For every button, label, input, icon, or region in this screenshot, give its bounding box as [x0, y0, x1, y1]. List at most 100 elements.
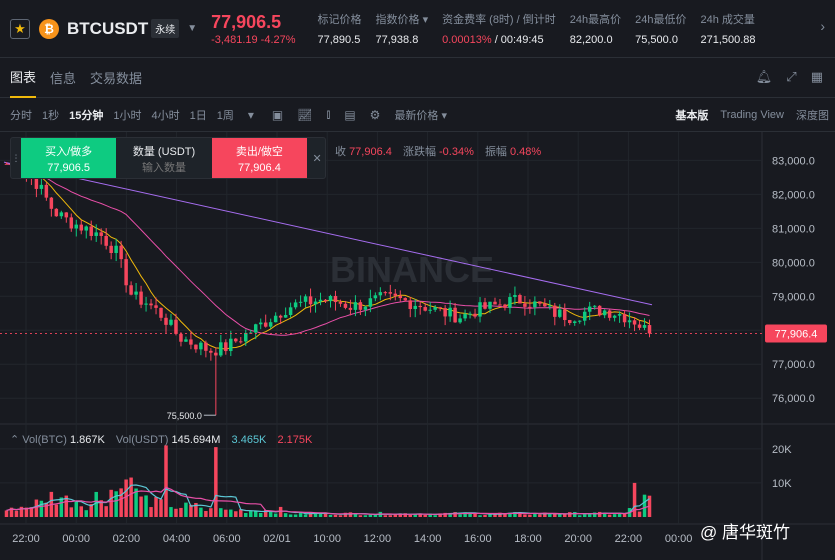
candle-body [607, 310, 612, 318]
symbol-dropdown-chevron-icon[interactable]: ▼ [187, 23, 198, 34]
volume-bar [288, 514, 293, 517]
candle-body [597, 305, 602, 316]
candle-body [428, 309, 432, 311]
volume-bar [248, 510, 253, 517]
time-axis: 22:00 00:00 02:00 04:00 06:00 02/01 10:00 12:00… [12, 533, 692, 545]
price-tick-label: 79,000.0 [772, 291, 815, 303]
candle-body [234, 338, 238, 342]
expand-icon[interactable]: ⤢ [786, 69, 797, 84]
volume-bar [568, 512, 572, 517]
calendar-icon[interactable]: ▣ [271, 107, 284, 122]
volume-bar [278, 506, 283, 517]
chevron-right-icon[interactable]: › [820, 18, 825, 34]
time-tick-label: 20:00 [564, 533, 592, 545]
candle-body [323, 299, 328, 302]
volume-bar [14, 510, 19, 517]
candle-body [413, 305, 417, 310]
quantity-input[interactable] [124, 161, 205, 174]
candle-body [258, 322, 263, 325]
timeframe-1d[interactable]: 1日 [189, 109, 207, 122]
time-tick-label: 02:00 [113, 533, 141, 545]
price-type-select[interactable]: 最新价格 ▾ [394, 109, 448, 122]
buy-long-button[interactable]: 买入/做多 77,906.5 [20, 138, 117, 178]
favorite-star-icon[interactable]: ★ [10, 18, 30, 39]
candle-type-icon[interactable]: ⫾ [326, 107, 331, 121]
volume-bar [204, 510, 208, 517]
candle-body [79, 224, 84, 231]
volume-bar [224, 509, 228, 517]
volume-bar [488, 514, 492, 517]
chart-grid [0, 132, 835, 560]
volume-tick-label: 10K [772, 478, 792, 490]
volume-bar [258, 512, 263, 517]
candle-body [343, 303, 348, 308]
collapse-chevron-icon[interactable]: ⌃ [10, 434, 20, 446]
sell-short-button[interactable]: 卖出/做空 77,906.4 [211, 138, 308, 178]
tab-chart[interactable]: 图表 [10, 57, 37, 98]
view-basic[interactable]: 基本版 [675, 110, 709, 122]
timeframe-1h[interactable]: 1小时 [113, 109, 142, 122]
quantity-box: 数量 (USDT) [116, 138, 211, 178]
candle-body [368, 298, 373, 307]
volume-bar [308, 512, 313, 517]
volume-bar [4, 510, 9, 517]
candle-body [174, 319, 178, 334]
tab-info[interactable]: 信息 [50, 71, 77, 86]
indicator-icon[interactable]: 📈︎ [297, 107, 313, 122]
volume-bar [523, 514, 527, 517]
volume-bar [318, 513, 323, 517]
volume-bar [124, 479, 128, 517]
candle-body [154, 305, 158, 308]
view-tradingview[interactable]: Trading View [720, 109, 784, 121]
time-tick-label: 02/01 [263, 533, 291, 545]
stat-index-price[interactable]: 指数价格 ▾ 77,938.8 [376, 11, 429, 46]
amplitude-value: 0.48% [510, 146, 542, 158]
volume-bars [4, 445, 652, 517]
stat-label: 24h最高价 [569, 14, 622, 26]
volume-legend: ⌃ Vol(BTC) 1.867K Vol(USDT) 145.694M 3.4… [10, 433, 312, 446]
timeframe-1w[interactable]: 1周 [216, 109, 234, 122]
candle-body [543, 303, 547, 307]
candle-body [114, 245, 118, 254]
candle-body [268, 322, 273, 327]
drag-handle-icon[interactable]: ⋮ [11, 152, 21, 163]
candle-body [398, 295, 403, 299]
candle-body [518, 295, 522, 304]
sell-label: 卖出/做空 [235, 145, 283, 158]
time-tick-label: 18:00 [514, 533, 542, 545]
timeframe-line[interactable]: 分时 [10, 109, 32, 122]
view-depth[interactable]: 深度图 [796, 110, 829, 122]
binance-watermark: BINANCE [330, 249, 494, 290]
volume-bar [548, 514, 552, 517]
stat-label: 标记价格 [317, 14, 362, 26]
volume-bar [149, 507, 153, 517]
close-icon[interactable]: ✕ [312, 152, 322, 165]
bell-icon[interactable]: 🔔︎ [755, 69, 773, 84]
ticker-stats: 标记价格 77,890.5 指数价格 ▾ 77,938.8 资金费率 (8时) … [318, 11, 775, 46]
volume-bar [592, 512, 597, 517]
layout-icon[interactable]: ▤ [344, 107, 356, 122]
timeframe-15m[interactable]: 15分钟 [69, 109, 104, 122]
candle-body [423, 307, 427, 311]
close-label: 收 [335, 146, 346, 158]
grid-icon[interactable]: ▦ [810, 69, 823, 84]
vol-ma1-value: 3.465K [231, 434, 267, 446]
volume-bar [209, 508, 213, 517]
settings-icon[interactable]: ⚙ [369, 107, 381, 122]
tab-trading-data[interactable]: 交易数据 [90, 71, 143, 86]
volume-bar [229, 509, 233, 517]
stat-value: 82,200.0 [569, 34, 613, 46]
volume-bar [39, 500, 44, 517]
volume-bar [513, 511, 517, 517]
more-timeframes-chevron-icon[interactable]: ▾ [247, 107, 254, 122]
candle-body [498, 304, 502, 306]
price-chart[interactable]: BINANCE 83,000.0 82,000.0 81,000.0 80,000.0… [0, 132, 835, 560]
timeframe-1s[interactable]: 1秒 [42, 109, 60, 122]
candle-body [273, 315, 278, 323]
candle-body [592, 305, 597, 307]
volume-bar [244, 512, 248, 517]
volume-bar [637, 511, 642, 517]
symbol-name[interactable]: BTCUSDT [67, 18, 149, 38]
timeframe-4h[interactable]: 4小时 [151, 109, 180, 122]
volume-bar [59, 497, 64, 517]
